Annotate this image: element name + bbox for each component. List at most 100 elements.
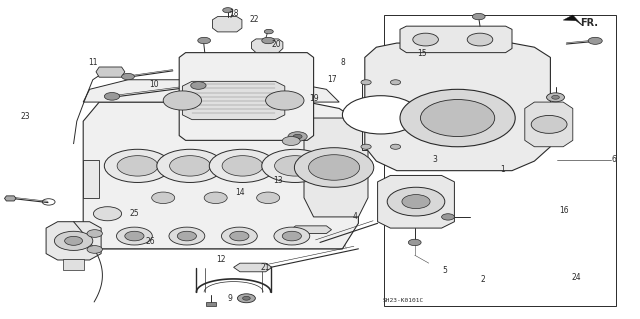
Circle shape — [152, 192, 175, 204]
Text: 18: 18 — [229, 9, 238, 18]
Circle shape — [467, 33, 493, 46]
Polygon shape — [179, 53, 314, 140]
Text: 16: 16 — [559, 206, 570, 215]
Text: 2: 2 — [481, 275, 486, 284]
Polygon shape — [83, 160, 99, 198]
Circle shape — [531, 115, 567, 133]
Circle shape — [408, 239, 421, 246]
Polygon shape — [252, 39, 283, 53]
Circle shape — [588, 37, 602, 44]
Circle shape — [282, 137, 300, 145]
Circle shape — [361, 80, 371, 85]
Circle shape — [472, 13, 485, 20]
Circle shape — [420, 100, 495, 137]
Polygon shape — [83, 80, 339, 102]
Text: 25: 25 — [129, 209, 140, 218]
Text: 23: 23 — [20, 112, 31, 121]
Text: 13: 13 — [273, 176, 284, 185]
Polygon shape — [291, 226, 332, 234]
Polygon shape — [96, 67, 125, 77]
Text: 20: 20 — [271, 40, 282, 48]
Circle shape — [125, 231, 144, 241]
Circle shape — [230, 231, 249, 241]
Circle shape — [402, 195, 430, 209]
Circle shape — [390, 80, 401, 85]
Circle shape — [264, 29, 273, 34]
Text: FR.: FR. — [580, 18, 598, 27]
Text: 19: 19 — [308, 94, 319, 103]
Circle shape — [157, 149, 223, 182]
Text: 3: 3 — [433, 155, 438, 164]
Text: SH23-K0101C: SH23-K0101C — [383, 298, 424, 303]
Circle shape — [170, 156, 211, 176]
Circle shape — [87, 230, 102, 237]
Circle shape — [275, 156, 316, 176]
Text: 9: 9 — [228, 294, 233, 303]
Circle shape — [442, 214, 454, 220]
Circle shape — [223, 8, 233, 13]
Circle shape — [122, 73, 134, 80]
Circle shape — [198, 37, 211, 44]
Polygon shape — [362, 80, 400, 150]
Polygon shape — [525, 102, 573, 147]
Text: 24: 24 — [571, 273, 581, 282]
Circle shape — [387, 187, 445, 216]
Polygon shape — [304, 118, 368, 217]
Circle shape — [390, 144, 401, 149]
Circle shape — [282, 231, 301, 241]
Text: 14: 14 — [235, 189, 245, 197]
Text: 21: 21 — [261, 263, 270, 272]
Circle shape — [237, 294, 255, 303]
Circle shape — [104, 149, 171, 182]
Text: 4: 4 — [353, 212, 358, 221]
Circle shape — [191, 82, 206, 89]
Polygon shape — [63, 259, 84, 270]
Text: 22: 22 — [250, 15, 259, 24]
Circle shape — [243, 296, 250, 300]
Circle shape — [293, 134, 302, 139]
Polygon shape — [378, 175, 454, 228]
Circle shape — [221, 227, 257, 245]
Text: 10: 10 — [148, 80, 159, 89]
Circle shape — [222, 156, 263, 176]
Circle shape — [361, 144, 371, 149]
Circle shape — [104, 93, 120, 100]
Polygon shape — [234, 263, 272, 272]
Text: 5: 5 — [442, 266, 447, 275]
Polygon shape — [365, 43, 550, 171]
Circle shape — [177, 231, 196, 241]
Polygon shape — [182, 81, 285, 120]
Polygon shape — [93, 223, 355, 249]
Text: 6: 6 — [612, 155, 617, 164]
Polygon shape — [46, 222, 101, 260]
Text: 1: 1 — [500, 165, 505, 174]
Circle shape — [209, 149, 276, 182]
Circle shape — [266, 91, 304, 110]
Circle shape — [163, 91, 202, 110]
Text: 26: 26 — [145, 237, 156, 246]
Circle shape — [257, 192, 280, 204]
Circle shape — [262, 149, 328, 182]
Text: 8: 8 — [340, 58, 345, 67]
Circle shape — [274, 227, 310, 245]
Text: 7: 7 — [228, 11, 233, 20]
Circle shape — [552, 95, 559, 99]
Polygon shape — [206, 302, 216, 306]
Circle shape — [65, 236, 83, 245]
Circle shape — [400, 89, 515, 147]
Polygon shape — [212, 17, 242, 32]
Text: 17: 17 — [326, 75, 337, 84]
Circle shape — [294, 148, 374, 187]
Circle shape — [87, 246, 102, 253]
Circle shape — [117, 156, 158, 176]
Polygon shape — [563, 15, 582, 26]
Text: 12: 12 — [216, 256, 225, 264]
Circle shape — [547, 93, 564, 102]
Circle shape — [288, 132, 307, 141]
Circle shape — [308, 155, 360, 180]
Circle shape — [413, 33, 438, 46]
Circle shape — [262, 37, 275, 44]
Circle shape — [93, 207, 122, 221]
Circle shape — [116, 227, 152, 245]
Circle shape — [204, 192, 227, 204]
